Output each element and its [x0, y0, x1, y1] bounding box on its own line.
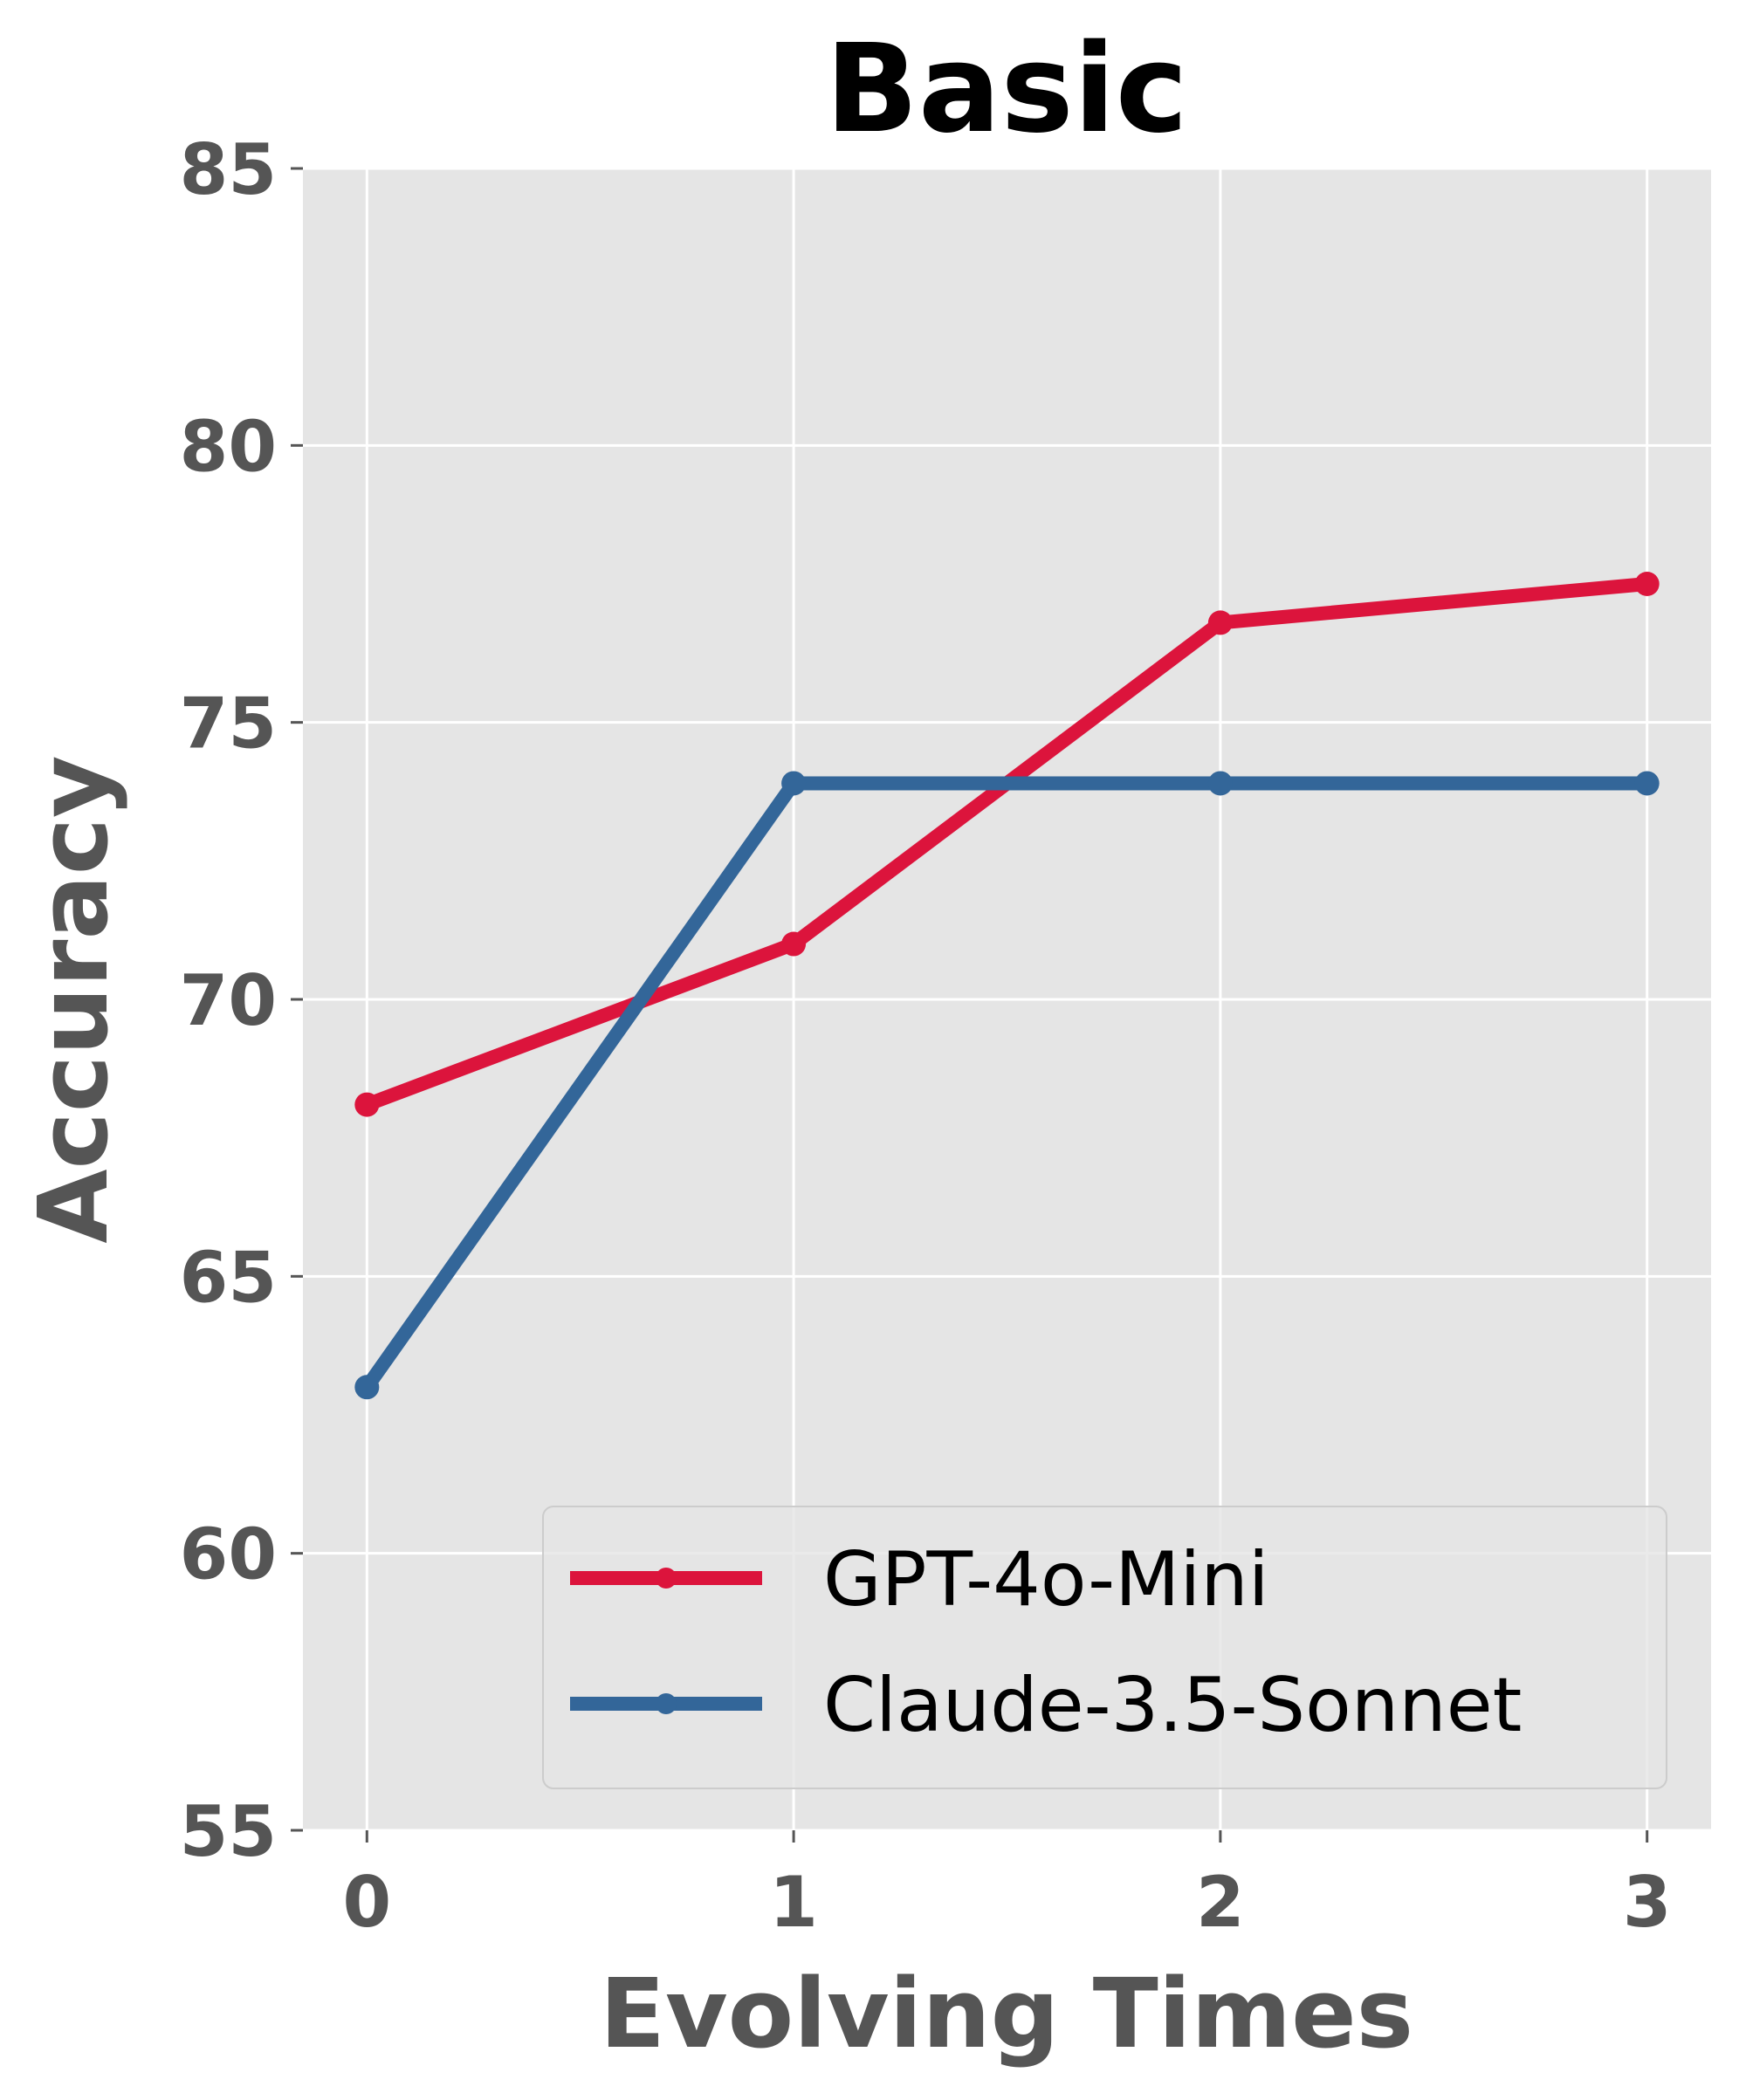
data-point: [1634, 572, 1660, 596]
x-tick-label: 1: [769, 1862, 818, 1943]
y-tick-label: 75: [180, 683, 277, 765]
data-point: [354, 1092, 380, 1117]
data-point: [781, 931, 807, 957]
legend-label: GPT-4o-Mini: [823, 1536, 1269, 1623]
series-line: [360, 776, 1654, 1395]
data-point: [1634, 771, 1660, 796]
legend: GPT-4o-Mini Claude-3.5-Sonnet: [542, 1506, 1667, 1789]
x-tick-label: 3: [1623, 1862, 1672, 1943]
chart-title: Basic: [825, 18, 1188, 161]
axis-ticks: 55 60 65 70 75 80 85 0 1 2 3: [180, 129, 1672, 1943]
data-point: [1207, 610, 1233, 635]
y-tick-label: 60: [180, 1514, 277, 1596]
x-axis-label: Evolving Times: [600, 1958, 1413, 2069]
data-point: [1207, 771, 1233, 796]
legend-marker: [656, 1568, 677, 1589]
data-point: [354, 1375, 380, 1400]
legend-label: Claude-3.5-Sonnet: [823, 1662, 1522, 1749]
y-tick-label: 70: [180, 960, 277, 1041]
data-point: [781, 771, 807, 796]
x-tick-label: 2: [1196, 1862, 1245, 1943]
y-tick-label: 55: [180, 1791, 277, 1872]
y-tick-label: 85: [180, 129, 277, 210]
legend-box: [542, 1506, 1667, 1789]
series-2: [354, 771, 1660, 1400]
x-tick-label: 0: [342, 1862, 391, 1943]
series-lines: [354, 572, 1660, 1400]
legend-marker: [656, 1693, 677, 1714]
y-tick-label: 65: [180, 1237, 277, 1318]
y-axis-label: Accuracy: [17, 755, 129, 1243]
y-tick-label: 80: [180, 406, 277, 487]
